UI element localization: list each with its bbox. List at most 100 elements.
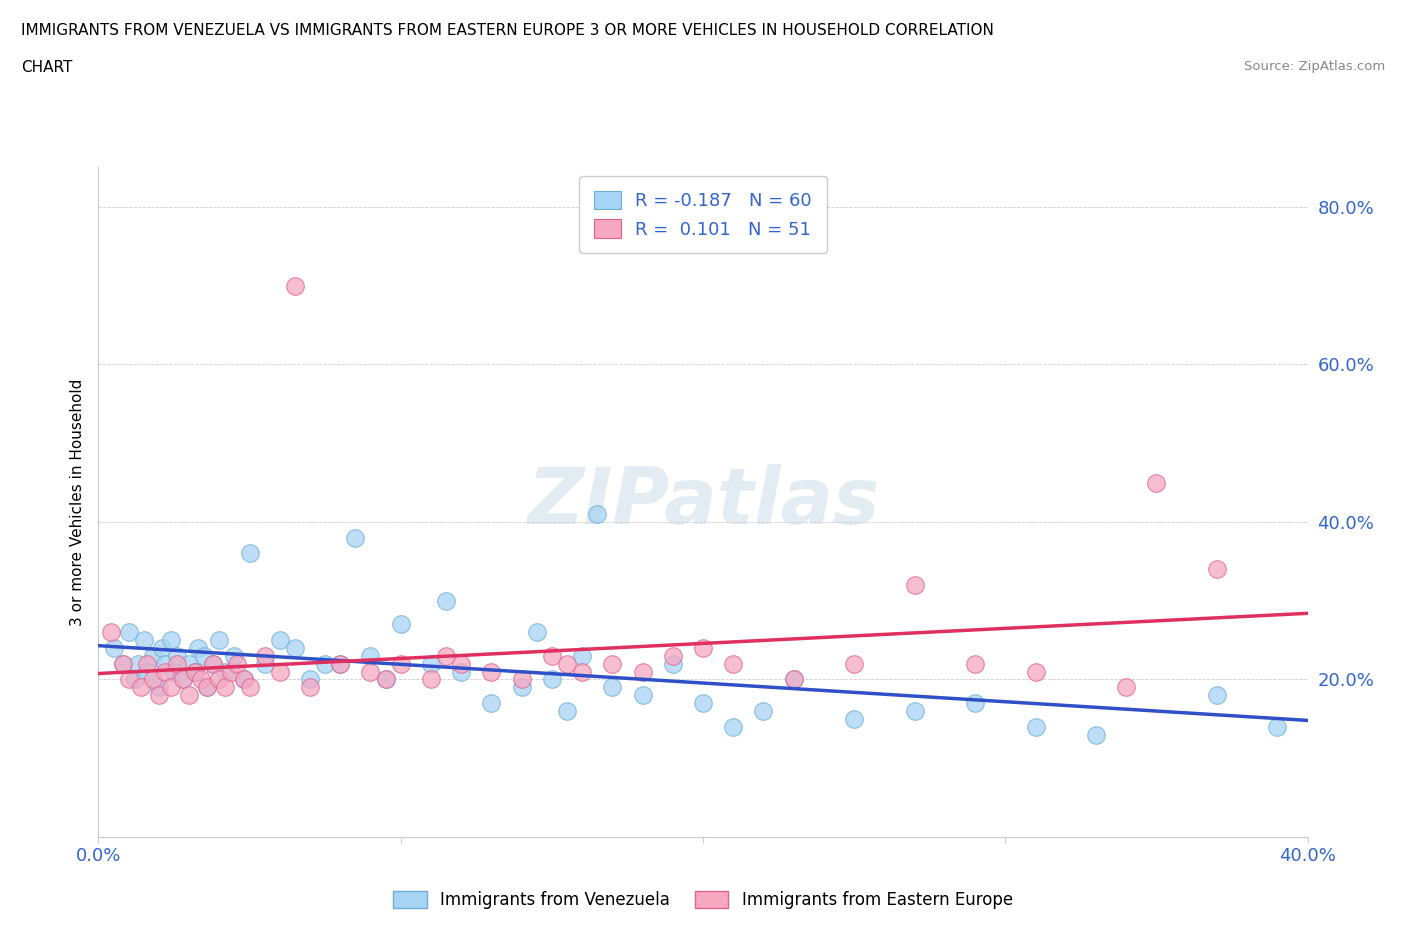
Point xyxy=(239,546,262,561)
Text: IMMIGRANTS FROM VENEZUELA VS IMMIGRANTS FROM EASTERN EUROPE 3 OR MORE VEHICLES I: IMMIGRANTS FROM VENEZUELA VS IMMIGRANTS … xyxy=(21,23,994,38)
Point xyxy=(782,672,804,687)
Point xyxy=(374,672,396,687)
Point xyxy=(153,657,176,671)
Point xyxy=(661,648,683,663)
Point xyxy=(214,664,236,679)
Point xyxy=(148,688,170,703)
Point xyxy=(226,657,249,671)
Point xyxy=(214,680,236,695)
Point xyxy=(1265,719,1288,734)
Point xyxy=(202,657,225,671)
Point xyxy=(1115,680,1137,695)
Point xyxy=(184,664,207,679)
Point xyxy=(221,664,243,679)
Point xyxy=(434,648,457,663)
Point xyxy=(111,657,134,671)
Text: ZIPatlas: ZIPatlas xyxy=(527,464,879,540)
Point xyxy=(127,657,149,671)
Point xyxy=(208,672,231,687)
Point xyxy=(481,696,503,711)
Text: CHART: CHART xyxy=(21,60,73,75)
Point xyxy=(526,625,548,640)
Point xyxy=(118,625,141,640)
Point xyxy=(190,672,212,687)
Point xyxy=(142,672,165,687)
Point xyxy=(124,672,146,687)
Point xyxy=(1024,664,1046,679)
Point xyxy=(195,680,218,695)
Point xyxy=(540,672,562,687)
Point xyxy=(135,657,157,671)
Point xyxy=(571,648,593,663)
Point xyxy=(269,632,291,647)
Point xyxy=(111,657,134,671)
Point xyxy=(148,680,170,695)
Point xyxy=(269,664,291,679)
Point xyxy=(360,648,382,663)
Point xyxy=(510,680,533,695)
Point xyxy=(571,664,593,679)
Point xyxy=(602,657,624,671)
Point xyxy=(555,657,578,671)
Point xyxy=(172,672,194,687)
Point xyxy=(100,625,122,640)
Point xyxy=(329,657,352,671)
Point xyxy=(166,648,188,663)
Point xyxy=(721,719,744,734)
Point xyxy=(1206,688,1229,703)
Point xyxy=(450,657,472,671)
Point xyxy=(1144,475,1167,490)
Point xyxy=(631,688,654,703)
Point xyxy=(1024,719,1046,734)
Point xyxy=(692,641,714,656)
Point xyxy=(344,530,367,545)
Point xyxy=(177,688,201,703)
Point xyxy=(232,672,254,687)
Point xyxy=(150,641,173,656)
Point xyxy=(631,664,654,679)
Point xyxy=(555,703,578,718)
Point xyxy=(166,657,188,671)
Point xyxy=(844,711,866,726)
Point xyxy=(602,680,624,695)
Point xyxy=(253,648,276,663)
Point xyxy=(450,664,472,679)
Point xyxy=(721,657,744,671)
Point xyxy=(172,672,194,687)
Point xyxy=(160,632,183,647)
Point xyxy=(239,680,262,695)
Point xyxy=(187,641,209,656)
Point xyxy=(1085,727,1108,742)
Point xyxy=(389,657,412,671)
Point xyxy=(540,648,562,663)
Point xyxy=(129,680,152,695)
Point xyxy=(232,672,254,687)
Point xyxy=(202,657,225,671)
Point xyxy=(299,672,322,687)
Point xyxy=(153,664,176,679)
Point xyxy=(132,632,155,647)
Point xyxy=(284,278,307,293)
Point xyxy=(142,648,165,663)
Point xyxy=(193,648,215,663)
Point xyxy=(374,672,396,687)
Point xyxy=(782,672,804,687)
Point xyxy=(389,617,412,631)
Point xyxy=(284,641,307,656)
Text: Source: ZipAtlas.com: Source: ZipAtlas.com xyxy=(1244,60,1385,73)
Y-axis label: 3 or more Vehicles in Household: 3 or more Vehicles in Household xyxy=(69,379,84,626)
Point xyxy=(314,657,336,671)
Point xyxy=(510,672,533,687)
Point xyxy=(752,703,775,718)
Point xyxy=(586,507,609,522)
Point xyxy=(118,672,141,687)
Point xyxy=(135,664,157,679)
Point xyxy=(253,657,276,671)
Point xyxy=(299,680,322,695)
Point xyxy=(163,664,186,679)
Point xyxy=(160,680,183,695)
Point xyxy=(103,641,125,656)
Point xyxy=(419,672,441,687)
Point xyxy=(224,648,246,663)
Point xyxy=(360,664,382,679)
